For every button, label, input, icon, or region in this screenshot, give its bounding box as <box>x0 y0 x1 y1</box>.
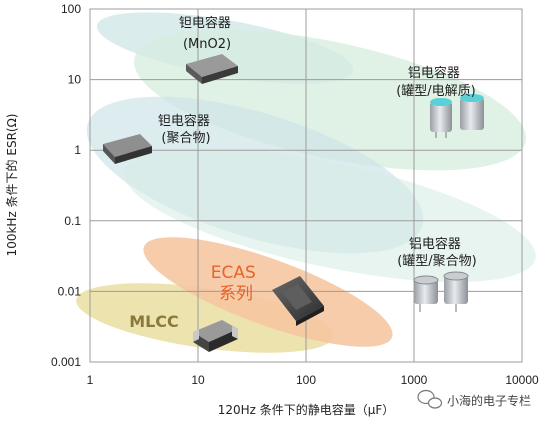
x-tick-label: 100 <box>296 373 316 387</box>
label-tantalum-mno2: 钽电容器 (MnO2) <box>179 15 235 52</box>
y-tick-label: 0.001 <box>51 355 81 369</box>
aluminum-electrolyte-caps-image <box>430 94 484 138</box>
y-tick-label: 0.01 <box>58 284 82 298</box>
y-tick-label: 10 <box>68 73 82 87</box>
x-axis-title: 120Hz 条件下的静电容量（μF） <box>218 402 395 417</box>
y-tick-label: 1 <box>74 143 81 157</box>
x-tick-label: 10 <box>191 373 205 387</box>
label-aluminum-can-electrolyte: 铝电容器 (罐型/电解质) <box>396 65 476 99</box>
tantalum-mno2-chip-image <box>186 54 238 84</box>
watermark: 小海的电子专栏 <box>417 389 531 409</box>
watermark-text: 小海的电子专栏 <box>447 393 531 408</box>
label-tantalum-polymer: 钽电容器 (聚合物) <box>158 113 214 146</box>
label-ecas: ECAS 系列 <box>211 263 261 304</box>
region-ecas <box>143 237 393 347</box>
ecas-capacitor-image <box>272 276 324 326</box>
region-aluminum-can-polymer <box>124 147 536 283</box>
aluminum-polymer-caps-image <box>413 271 469 312</box>
y-axis-title: 100kHz 条件下的 ESR(Ω) <box>4 114 19 257</box>
x-tick-label: 10000 <box>505 373 539 387</box>
x-tick-label: 1 <box>87 373 94 387</box>
y-tick-label: 0.1 <box>64 214 81 228</box>
y-tick-label: 100 <box>61 2 81 16</box>
mlcc-chip-image <box>193 320 238 352</box>
wechat-icon <box>417 389 443 409</box>
label-mlcc: MLCC <box>129 312 179 331</box>
x-tick-label: 1000 <box>401 373 428 387</box>
label-aluminum-can-polymer: 铝电容器 (罐型/聚合物) <box>397 236 477 269</box>
tantalum-polymer-chip-image <box>103 134 152 164</box>
